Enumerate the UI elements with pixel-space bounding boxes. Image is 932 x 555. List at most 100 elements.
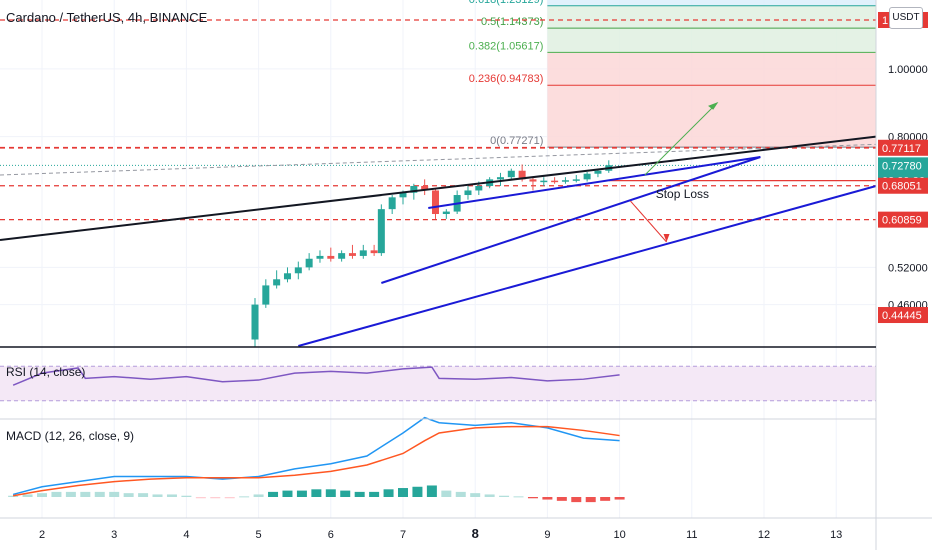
macd-histogram-bar [210, 497, 221, 499]
fib-zone [547, 28, 876, 53]
time-tick-label: 8 [472, 526, 479, 541]
fib-zone [547, 5, 876, 29]
macd-histogram-bar [80, 491, 91, 497]
macd-histogram-bar [166, 494, 177, 497]
macd-histogram-bar [311, 489, 322, 497]
macd-histogram-bar [51, 491, 62, 497]
fib-zone [547, 52, 876, 86]
macd-histogram-bar [94, 491, 105, 497]
time-tick-label: 3 [111, 529, 117, 541]
candle-body [561, 180, 569, 182]
candle-body [431, 190, 439, 215]
candle-body [262, 285, 270, 305]
price-label: 0.44445 [882, 310, 922, 322]
price-label-bg [878, 139, 928, 156]
currency-badge[interactable]: USDT [889, 7, 923, 29]
candle-body [370, 250, 378, 254]
fib-level-label: 0.382(1.05617) [469, 40, 544, 52]
macd-histogram-bar [470, 493, 481, 497]
price-label-bg [878, 307, 928, 324]
candle-body [410, 185, 418, 193]
price-label-bg [878, 211, 928, 228]
candle-body [327, 255, 335, 259]
macd-histogram-bar [325, 489, 336, 497]
macd-histogram-bar [412, 486, 423, 497]
time-axis: 2 3 4 5 6 7 8 9 10 11 12 13 [39, 526, 842, 541]
candle-body [348, 253, 356, 256]
fib-level-label: 0.5(1.14373) [481, 16, 543, 28]
macd-histogram-bar [556, 497, 567, 501]
candle-body [421, 185, 429, 191]
candle-body [583, 173, 591, 180]
macd-histogram-bar [138, 493, 149, 497]
macd-histogram-bar [614, 497, 625, 500]
candle-body [507, 170, 515, 178]
rsi-title: RSI (14, close) [6, 365, 85, 379]
macd-histogram-bar [8, 495, 19, 497]
time-tick-label: 10 [613, 529, 625, 541]
candle-body [294, 267, 302, 274]
macd-histogram-bar [22, 494, 33, 497]
channel-bottom-line [381, 156, 761, 284]
macd-histogram-bar [282, 490, 293, 497]
macd-histogram-bar [542, 497, 553, 500]
candle-body [529, 179, 537, 182]
macd-histogram-bar [181, 495, 192, 497]
time-tick-label: 4 [183, 529, 189, 541]
candle-body [572, 179, 580, 181]
candle-body [594, 170, 602, 174]
time-tick-label: 11 [686, 529, 697, 541]
macd-histogram-bar [109, 491, 120, 497]
price-label-bg [878, 157, 928, 174]
time-tick-label: 6 [328, 529, 334, 541]
macd-histogram-bar [152, 494, 163, 497]
candle-body [464, 190, 472, 196]
candle-body [251, 304, 259, 340]
price-label: 0.72780 [882, 160, 922, 172]
target-arrow-head [708, 101, 719, 110]
time-tick-label: 9 [544, 529, 550, 541]
macd-histogram-bar [484, 494, 495, 497]
macd-histogram-bar [65, 491, 76, 497]
macd-histogram-bar [239, 496, 250, 498]
fib-zone [547, 0, 876, 6]
macd-histogram-bar [513, 496, 524, 498]
macd-histogram-bar [398, 488, 408, 497]
fib-zone [547, 85, 876, 148]
macd-histogram-bar [340, 490, 351, 497]
candle-body [399, 192, 407, 198]
candle-body [551, 180, 559, 183]
price-label-bg [878, 177, 928, 194]
time-tick-label: 7 [400, 529, 406, 541]
macd-histogram-bar [571, 497, 582, 503]
price-tick-label: 0.52000 [888, 262, 928, 274]
macd-histogram-bar [527, 497, 538, 499]
price-label: 0.77117 [882, 143, 921, 155]
candle-body [388, 197, 396, 210]
chart-title: Cardano / TetherUS, 4h, BINANCE [6, 10, 208, 25]
stop-arrow-line [630, 200, 667, 243]
lower-support-line [298, 185, 877, 347]
candle-body [540, 180, 548, 183]
macd-line [12, 425, 620, 497]
candle-body [316, 255, 324, 259]
macd-pane: MACD (12, 26, close, 9)0.050000.00000 [6, 416, 928, 504]
macd-histogram-bar [296, 490, 307, 497]
candle-body [283, 273, 291, 280]
macd-histogram-bar [441, 490, 452, 497]
time-tick-label: 12 [758, 529, 770, 541]
candle-body [442, 211, 450, 215]
macd-histogram-bar [268, 491, 279, 497]
macd-histogram-bar [369, 491, 380, 497]
macd-histogram-bar [426, 485, 437, 497]
time-tick-label: 2 [39, 529, 45, 541]
channel-top-line [428, 156, 761, 209]
macd-histogram-bar [600, 497, 611, 501]
macd-histogram-bar [499, 495, 510, 497]
macd-histogram-bar [383, 489, 394, 497]
candle-body [305, 258, 313, 268]
candle-body [338, 253, 346, 259]
macd-histogram-bar [195, 497, 206, 499]
